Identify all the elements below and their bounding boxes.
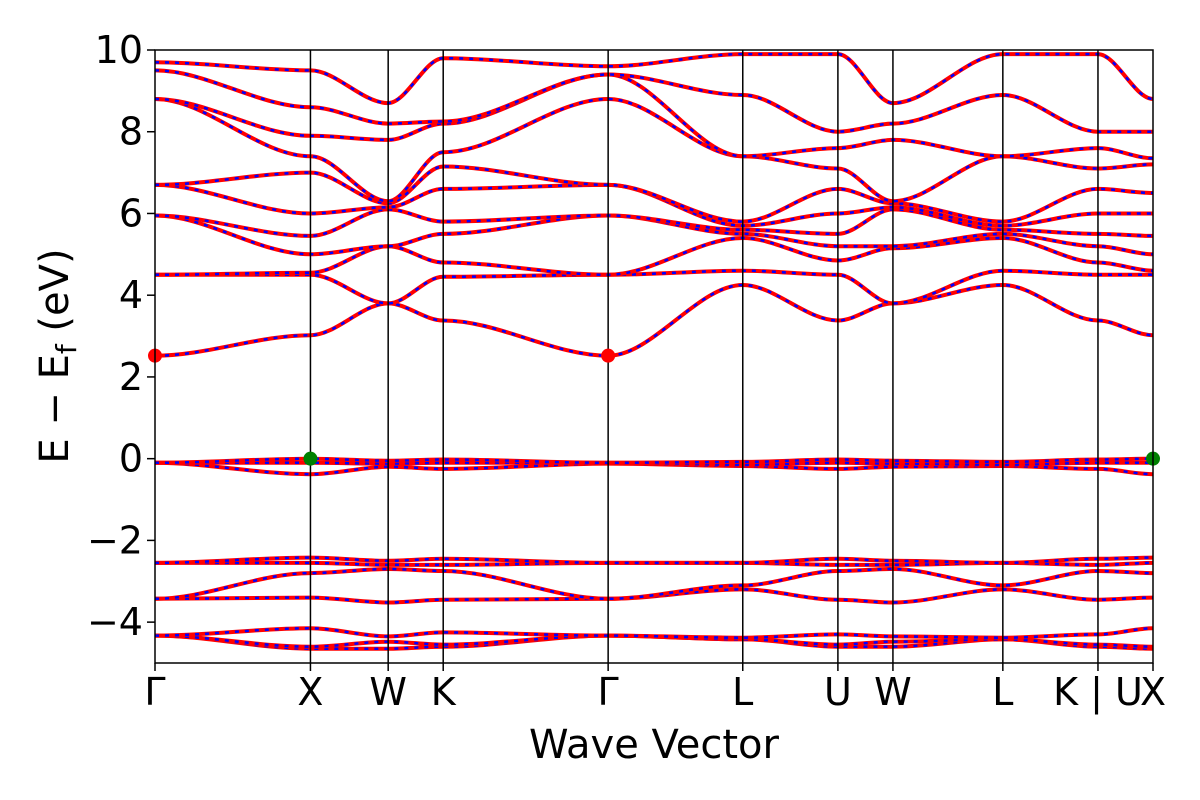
y-tick-label: −4 [87,600,143,644]
band-line-dashed-2 [155,627,1153,639]
band-line-dashed-18 [155,73,1153,160]
band-line-dashed-20 [155,52,1153,105]
x-tick-label: K | U [1053,670,1143,715]
x-tick-label: Γ [598,670,619,714]
y-tick-label: 2 [119,355,143,399]
x-tick-label: Γ [144,670,165,714]
y-axis-ticks: −4 −2 0 2 4 6 8 10 [87,28,155,644]
y-tick-label: 4 [119,273,143,317]
x-tick-label: U [824,670,852,714]
cbm-marker [601,348,616,363]
band-line-13 [155,213,1153,257]
x-tick-label: W [874,670,912,714]
y-tick-label: 8 [119,110,143,154]
band-line-dashed-5 [155,561,1153,567]
x-tick-label: L [992,670,1013,714]
band-line-dashed-10 [155,283,1153,357]
x-tick-label: W [369,670,407,714]
high-symmetry-lines [309,50,1099,663]
y-axis-label: E − Ef (eV) [32,248,83,463]
band-line-dashed-14 [155,208,1153,238]
band-line-dashed-16 [155,165,1153,223]
y-axis-label-subscript: f [50,343,83,354]
y-tick-label: 10 [95,28,143,72]
x-tick-label: X [1140,670,1166,714]
band-line-dashed-7 [155,461,1153,476]
y-tick-label: 6 [119,191,143,235]
band-line-dashed-4 [155,567,1153,601]
band-line-15 [155,182,1153,228]
x-tick-label: L [732,670,753,714]
band-line-dashed-6 [155,556,1153,565]
band-line-dashed-9 [155,457,1153,465]
y-axis-label-unit: (eV) [32,248,78,344]
plot-frame [154,49,1154,664]
band-line-dashed-12 [155,236,1153,277]
y-axis-label-main: E − E [32,354,78,464]
bands-layer [155,52,1153,651]
y-tick-label: 0 [119,437,143,481]
band-line-dashed-0 [155,634,1153,650]
band-line-dashed-3 [155,588,1153,604]
x-axis-label: Wave Vector [529,722,780,768]
band-line-dashed-19 [155,69,1153,133]
x-tick-label: K [431,670,457,714]
band-line-dashed-8 [155,461,1153,467]
x-tick-label: X [297,670,323,714]
vbm-marker [303,451,318,466]
y-tick-label: −2 [87,518,143,562]
band-line-dashed-1 [155,634,1153,648]
